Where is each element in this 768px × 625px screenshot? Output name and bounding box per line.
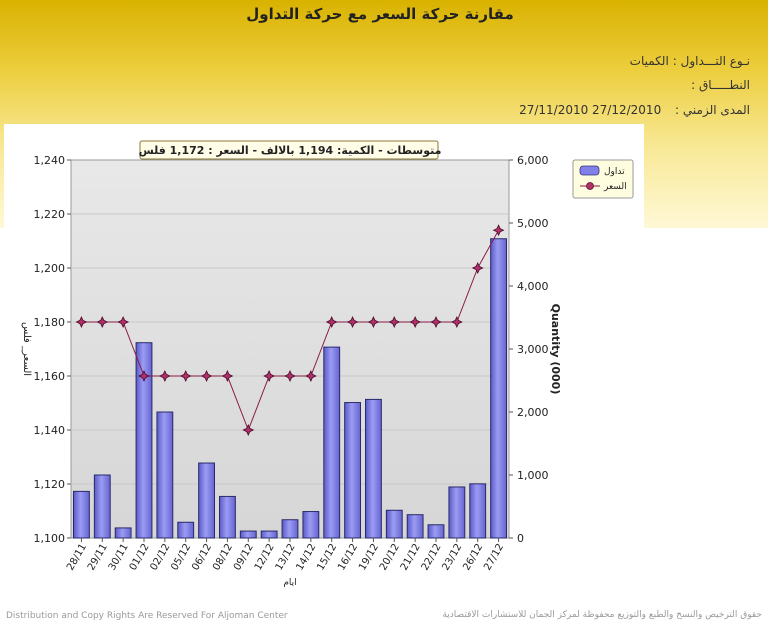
price-point	[471, 262, 484, 274]
price-point	[284, 370, 296, 382]
legend-price-label: السعر	[603, 182, 627, 192]
volume-bar	[239, 530, 257, 539]
page-title: مقارنة حركة السعر مع حركة التداول	[246, 5, 514, 23]
volume-bar	[198, 462, 215, 539]
price-point	[200, 370, 213, 382]
y-left-axis-title: السعر_ فلس	[21, 322, 32, 376]
right-tick-label: 1,000	[517, 469, 549, 482]
right-tick-label: 5,000	[517, 217, 549, 230]
price-volume-chart: 1,100 1,120 1,140 1,160 1,180 1,200 1,220 1,240…	[4, 124, 644, 594]
volume-bar	[260, 530, 278, 539]
price-point	[346, 316, 359, 328]
volume-bar	[344, 402, 361, 539]
y-right-axis-title: Quantity (000)	[549, 304, 562, 395]
price-point	[450, 316, 463, 328]
price-point	[367, 316, 380, 328]
left-tick-label: 1,180	[34, 316, 66, 329]
volume-bar	[93, 474, 111, 539]
averages-caption: متوسطات - الكمية: 1,194 بالالف - السعر :…	[139, 140, 442, 160]
price-point	[263, 370, 276, 382]
right-axis-ticks: 0 1,000 2,000 3,000 4,000 5,000 6,000	[509, 154, 549, 545]
period-value: 27/11/2010 27/12/2010	[519, 103, 662, 117]
left-axis-ticks: 1,100 1,120 1,140 1,160 1,180 1,200 1,220 1,240	[34, 154, 71, 545]
volume-bar	[406, 514, 424, 539]
volume-bar	[365, 398, 382, 539]
price-point	[409, 316, 422, 328]
price-point	[117, 316, 130, 328]
volume-bar	[469, 483, 487, 539]
volume-bar	[490, 238, 507, 539]
trading-type-row: نـوع التـــداول :الكميات	[630, 54, 750, 68]
legend-volume-swatch	[579, 165, 600, 176]
right-tick-label: 4,000	[517, 280, 549, 293]
volume-bar	[114, 527, 132, 539]
right-tick-label: 2,000	[517, 406, 549, 419]
price-point	[158, 370, 171, 382]
volume-bar	[448, 486, 466, 539]
volume-bar	[219, 495, 236, 539]
right-tick-label: 6,000	[517, 154, 549, 167]
volume-bar	[156, 411, 174, 539]
volume-bars	[73, 238, 507, 539]
x-axis-title: ايام	[283, 578, 296, 588]
trading-type-value: الكميات	[629, 54, 669, 68]
volume-bar	[281, 519, 299, 539]
price-point	[242, 424, 255, 436]
footer-copyright-en: Distribution and Copy Rights Are Reserve…	[6, 611, 288, 621]
price-point	[325, 316, 338, 328]
averages-caption-text: متوسطات - الكمية: 1,194 بالالف - السعر :…	[139, 144, 442, 157]
left-tick-label: 1,140	[34, 424, 66, 437]
price-point	[430, 316, 442, 328]
legend-volume-label: تداول	[604, 167, 625, 177]
left-tick-label: 1,240	[34, 154, 66, 167]
price-point	[179, 370, 192, 382]
period-label: المدى الزمني :	[675, 103, 750, 117]
left-tick-label: 1,120	[34, 478, 66, 491]
right-tick-label: 0	[517, 532, 524, 545]
volume-bar	[323, 346, 341, 539]
legend-price-marker	[586, 182, 594, 190]
left-tick-label: 1,160	[34, 370, 66, 383]
chart-legend: تداول السعر	[572, 159, 634, 199]
price-point	[75, 316, 88, 328]
price-point	[388, 316, 401, 328]
price-point	[304, 370, 317, 382]
chart-container: 1,100 1,120 1,140 1,160 1,180 1,200 1,220 1,240…	[4, 124, 644, 594]
left-tick-label: 1,100	[34, 532, 66, 545]
volume-bar	[73, 490, 90, 539]
price-point	[96, 316, 109, 328]
price-point	[221, 370, 234, 382]
left-tick-label: 1,220	[34, 208, 66, 221]
volume-bar	[302, 511, 320, 539]
volume-bar	[177, 521, 195, 539]
trading-type-label: نـوع التـــداول :	[672, 54, 750, 68]
period-row: المدى الزمني : 27/11/2010 27/12/2010	[519, 103, 750, 117]
price-point	[138, 370, 150, 382]
range-row: النطـــــاق :	[691, 78, 750, 92]
right-tick-label: 3,000	[517, 343, 549, 356]
range-label: النطـــــاق :	[691, 78, 750, 92]
volume-bar	[385, 509, 403, 539]
footer-copyright-ar: حقوق الترخيص والنسخ والطبع والتوزيع محفو…	[442, 610, 762, 620]
price-line	[75, 224, 505, 436]
volume-bar	[427, 524, 445, 539]
price-point	[492, 224, 505, 237]
left-tick-label: 1,200	[34, 262, 66, 275]
